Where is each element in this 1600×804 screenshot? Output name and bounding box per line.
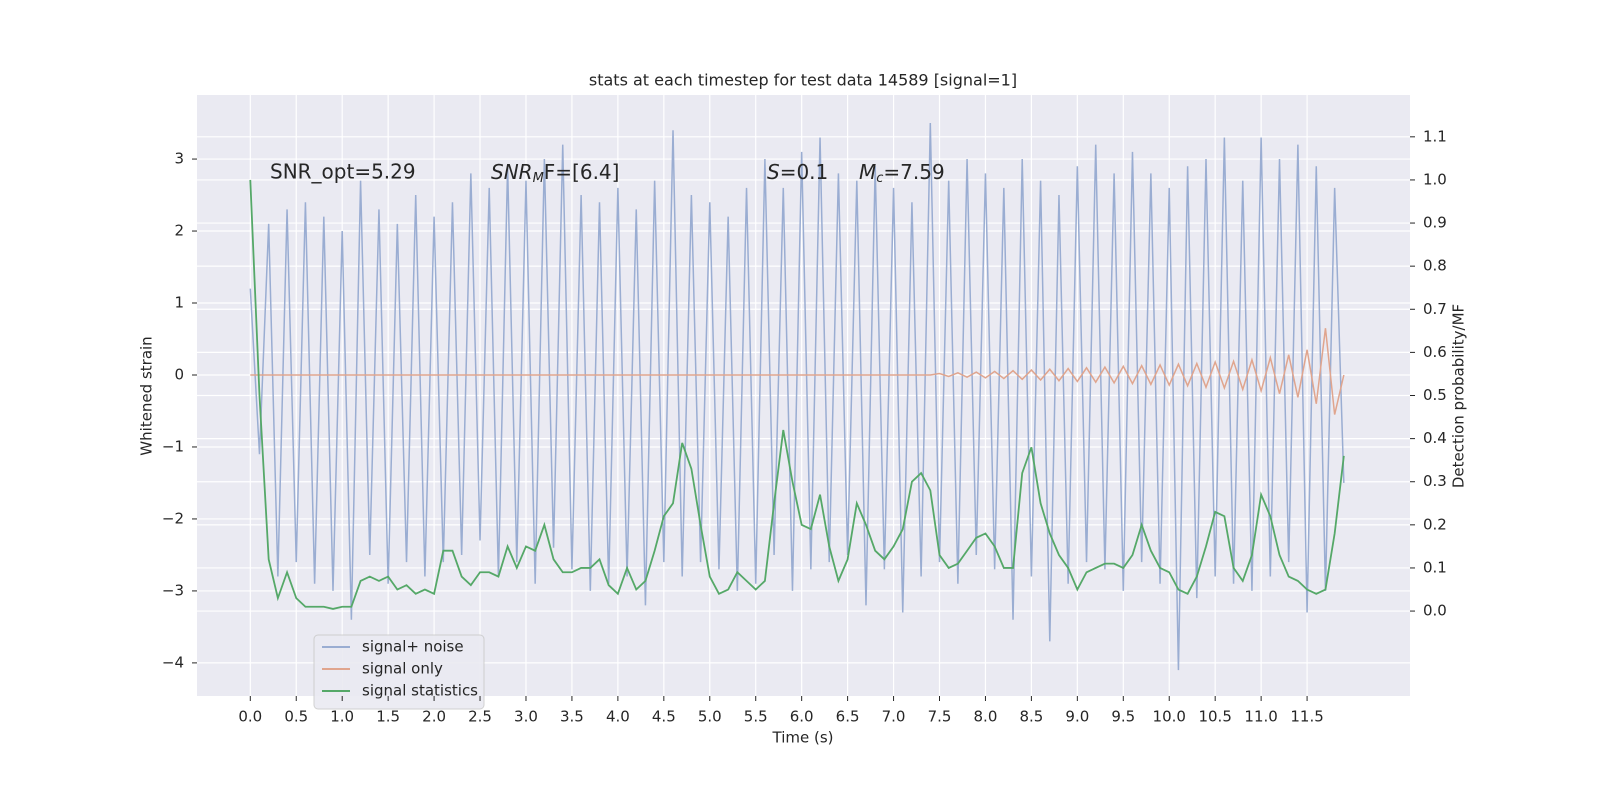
y2-tick-label: 0.9 bbox=[1423, 214, 1447, 232]
annotation-rest: =7.59 bbox=[883, 160, 944, 184]
series-line bbox=[249, 123, 1345, 671]
annotation-sub: c bbox=[876, 171, 883, 186]
y2-tick-label: 0.2 bbox=[1423, 515, 1447, 533]
x-tick-label: 0.0 bbox=[238, 708, 262, 726]
x-tick-label: 6.5 bbox=[836, 708, 860, 726]
legend-label: signal only bbox=[362, 660, 443, 678]
x-tick-label: 4.0 bbox=[606, 708, 630, 726]
y2-tick-label: 0.1 bbox=[1423, 558, 1447, 576]
annotation: S=0.1 bbox=[767, 160, 828, 184]
x-tick-label: 7.0 bbox=[882, 708, 906, 726]
x-tick-label: 0.5 bbox=[284, 708, 308, 726]
y2-tick-label: 0.6 bbox=[1423, 343, 1447, 361]
legend-box bbox=[313, 634, 485, 710]
x-tick-label: 3.5 bbox=[560, 708, 584, 726]
y2-tick-label: 0.7 bbox=[1423, 300, 1447, 318]
annotation-main: M bbox=[859, 160, 876, 184]
annotation-rest: F=[6.4] bbox=[544, 160, 620, 184]
series-group bbox=[249, 123, 1345, 671]
annotation-main: SNR bbox=[491, 160, 533, 184]
y2-tick-label: 1.1 bbox=[1423, 127, 1447, 145]
y-tick-label: 3 bbox=[174, 150, 184, 168]
legend-label: signal statistics bbox=[362, 682, 478, 700]
annotation-sub: M bbox=[533, 171, 544, 186]
y-tick-label: 2 bbox=[174, 222, 184, 240]
y-tick-label: 0 bbox=[174, 365, 184, 383]
x-tick-label: 6.0 bbox=[790, 708, 814, 726]
series-line bbox=[249, 179, 1345, 610]
x-tick-label: 5.0 bbox=[698, 708, 722, 726]
annotation-main: S bbox=[767, 160, 780, 184]
annotations: SNR_opt=5.29 SNRMF=[6.4] S=0.1 Mc=7.59 bbox=[270, 160, 945, 186]
x-tick-label: 9.5 bbox=[1111, 708, 1135, 726]
x-tick-label: 3.0 bbox=[514, 708, 538, 726]
y-tick-label: 1 bbox=[174, 294, 184, 312]
x-tick-label: 7.5 bbox=[928, 708, 952, 726]
x-tick-label: 4.5 bbox=[652, 708, 676, 726]
y-tick-label: −3 bbox=[162, 581, 184, 599]
x-tick-label: 8.5 bbox=[1019, 708, 1043, 726]
x-tick-label: 10.0 bbox=[1153, 708, 1186, 726]
x-tick-label: 10.5 bbox=[1198, 708, 1231, 726]
x-tick-label: 11.5 bbox=[1290, 708, 1323, 726]
y2-tick-label: 1.0 bbox=[1423, 170, 1447, 188]
annotation: SNR_opt=5.29 bbox=[270, 160, 416, 184]
x-tick-label: 9.0 bbox=[1065, 708, 1089, 726]
legend: signal+ noise signal only signal statistic… bbox=[313, 634, 485, 710]
annotation: SNRMF=[6.4] bbox=[491, 160, 619, 186]
legend-label: signal+ noise bbox=[362, 638, 464, 656]
y-axis-label: Whitened strain bbox=[138, 336, 156, 455]
y2-tick-label: 0.3 bbox=[1423, 472, 1447, 490]
annotation-rest: =0.1 bbox=[780, 160, 829, 184]
y2-axis-label: Detection probability/MF bbox=[1450, 304, 1468, 488]
x-axis-label: Time (s) bbox=[772, 729, 834, 747]
x-tick-label: 1.5 bbox=[376, 708, 400, 726]
y-tick-label: −1 bbox=[162, 437, 184, 455]
x-tick-label: 2.5 bbox=[468, 708, 492, 726]
x-tick-label: 1.0 bbox=[330, 708, 354, 726]
x-tick-label: 8.0 bbox=[974, 708, 998, 726]
y-tick-label: −4 bbox=[162, 653, 184, 671]
y2-tick-label: 0.4 bbox=[1423, 429, 1447, 447]
x-tick-label: 5.5 bbox=[744, 708, 768, 726]
y2-tick-label: 0.5 bbox=[1423, 386, 1447, 404]
series-line bbox=[250, 328, 1345, 415]
y2-tick-label: 0.8 bbox=[1423, 257, 1447, 275]
y-tick-label: −2 bbox=[162, 509, 184, 527]
chart-title: stats at each timestep for test data 145… bbox=[589, 71, 1017, 90]
x-tick-label: 2.0 bbox=[422, 708, 446, 726]
annotation: Mc=7.59 bbox=[859, 160, 945, 186]
y2-tick-label: 0.0 bbox=[1423, 602, 1447, 620]
x-tick-label: 11.0 bbox=[1244, 708, 1277, 726]
